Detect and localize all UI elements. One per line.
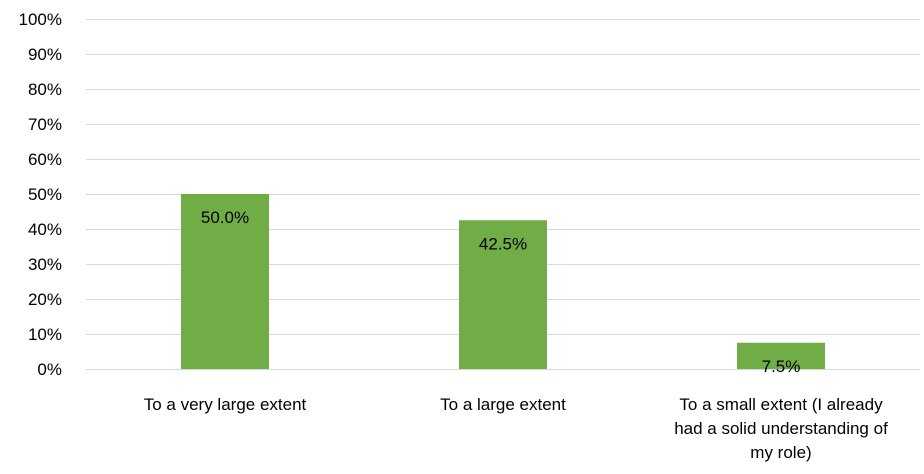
bar bbox=[181, 194, 269, 369]
y-tick-label: 100% bbox=[19, 10, 62, 29]
x-category-label-line: To a large extent bbox=[440, 395, 566, 414]
y-tick-label: 0% bbox=[37, 360, 62, 379]
x-category-label-line: my role) bbox=[750, 443, 811, 462]
bar-data-label: 42.5% bbox=[479, 234, 527, 253]
data-labels: 50.0% 42.5% 7.5% bbox=[201, 208, 800, 376]
y-axis-ticks: 0% 10% 20% 30% 40% 50% 60% 70% 80% 90% 100% bbox=[19, 10, 62, 379]
bar-data-label: 7.5% bbox=[762, 357, 801, 376]
y-tick-label: 20% bbox=[28, 290, 62, 309]
y-tick-label: 50% bbox=[28, 185, 62, 204]
bar bbox=[459, 220, 547, 369]
x-category-label: To a very large extent bbox=[144, 395, 307, 414]
y-tick-label: 40% bbox=[28, 220, 62, 239]
x-axis-categories: To a very large extent To a large extent T… bbox=[144, 395, 888, 462]
y-tick-label: 80% bbox=[28, 80, 62, 99]
y-tick-label: 90% bbox=[28, 45, 62, 64]
bar bbox=[737, 342, 825, 369]
x-category-label-line: To a very large extent bbox=[144, 395, 307, 414]
x-category-label: To a large extent bbox=[440, 395, 566, 414]
y-tick-label: 30% bbox=[28, 255, 62, 274]
x-category-label: To a small extent (I already had a solid … bbox=[674, 395, 888, 462]
x-category-label-line: had a solid understanding of bbox=[674, 419, 888, 438]
x-category-label-line: To a small extent (I already bbox=[679, 395, 883, 414]
bars bbox=[181, 194, 825, 369]
y-tick-label: 60% bbox=[28, 150, 62, 169]
bar-data-label: 50.0% bbox=[201, 208, 249, 227]
y-tick-label: 10% bbox=[28, 325, 62, 344]
y-tick-label: 70% bbox=[28, 115, 62, 134]
